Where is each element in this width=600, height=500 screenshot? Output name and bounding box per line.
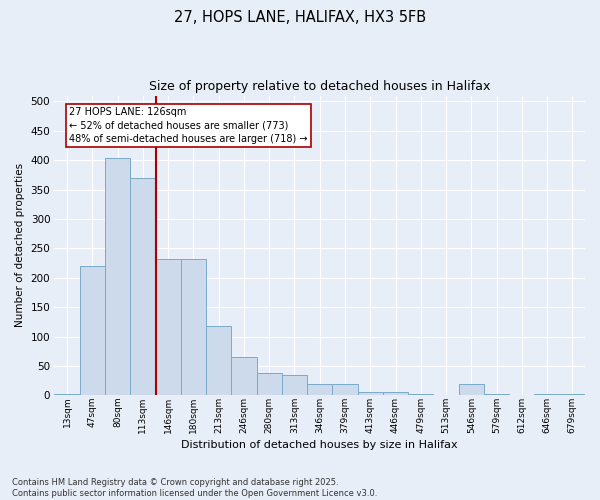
- Bar: [307, 384, 332, 396]
- Text: 27, HOPS LANE, HALIFAX, HX3 5FB: 27, HOPS LANE, HALIFAX, HX3 5FB: [174, 10, 426, 25]
- Bar: [383, 392, 408, 396]
- Bar: [408, 394, 433, 396]
- Bar: [282, 374, 307, 396]
- Bar: [55, 394, 80, 396]
- Text: 27 HOPS LANE: 126sqm
← 52% of detached houses are smaller (773)
48% of semi-deta: 27 HOPS LANE: 126sqm ← 52% of detached h…: [69, 108, 308, 144]
- Bar: [130, 178, 155, 396]
- Bar: [332, 384, 358, 396]
- Y-axis label: Number of detached properties: Number of detached properties: [15, 164, 25, 328]
- Bar: [80, 266, 105, 396]
- Bar: [155, 259, 181, 396]
- X-axis label: Distribution of detached houses by size in Halifax: Distribution of detached houses by size …: [181, 440, 458, 450]
- Bar: [458, 384, 484, 396]
- Bar: [206, 326, 232, 396]
- Bar: [257, 373, 282, 396]
- Bar: [181, 259, 206, 396]
- Bar: [232, 357, 257, 396]
- Bar: [484, 394, 509, 396]
- Bar: [560, 394, 585, 396]
- Bar: [105, 158, 130, 396]
- Bar: [535, 394, 560, 396]
- Text: Contains HM Land Registry data © Crown copyright and database right 2025.
Contai: Contains HM Land Registry data © Crown c…: [12, 478, 377, 498]
- Title: Size of property relative to detached houses in Halifax: Size of property relative to detached ho…: [149, 80, 490, 93]
- Bar: [358, 392, 383, 396]
